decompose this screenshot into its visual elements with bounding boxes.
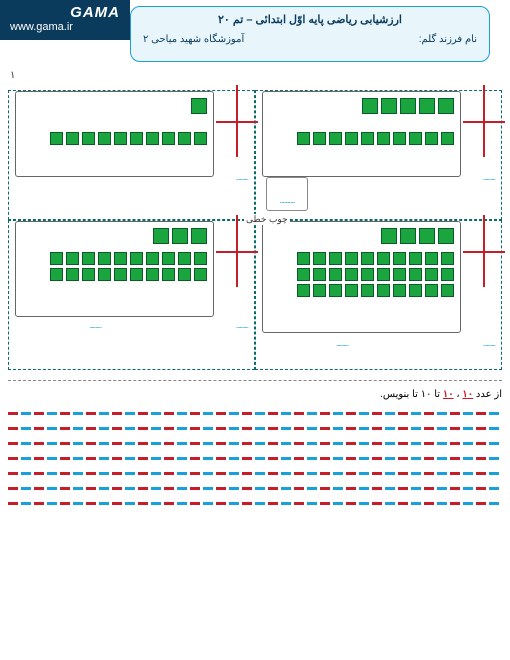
tens-row: [269, 284, 454, 297]
addition-cross-icon: [463, 85, 505, 163]
school-label: آموزشگاه شهید میاحی ۲: [143, 34, 244, 45]
logo-text: GAMA: [10, 4, 120, 21]
name-label: نام فرزند گلم:: [419, 34, 477, 45]
addition-cross-icon: [216, 85, 258, 163]
quadrant-top-left: .......... ..........: [255, 90, 502, 220]
answer-blank[interactable]: ..........: [236, 173, 248, 182]
count-panel: [15, 91, 214, 177]
write-line[interactable]: [8, 442, 502, 445]
tens-row: [22, 252, 207, 265]
write-line[interactable]: [8, 472, 502, 475]
instr-suffix: تا ۱۰ تا بنویس.: [380, 389, 440, 400]
title-box: ارزشیابی ریاضی پایه اوّل ابتدائی – تم ۲۰…: [130, 6, 490, 62]
loose-row: [269, 228, 454, 244]
answer-blank[interactable]: ..........: [483, 339, 495, 348]
page-number: ۱: [10, 70, 15, 81]
worksheet-page: GAMA www.gama.ir ارزشیابی ریاضی پایه اوّ…: [0, 0, 510, 660]
write-line[interactable]: [8, 487, 502, 490]
part2: از عدد ۱۰ ، ۱۰ تا ۱۰ تا بنویس.: [8, 389, 502, 505]
answer-blank[interactable]: ..........: [483, 173, 495, 182]
loose-row: [22, 228, 207, 244]
count-panel: [262, 91, 461, 177]
instr-step: ۱۰: [443, 389, 454, 400]
center-label: چوب خطی: [244, 214, 290, 225]
addition-cross-icon: [463, 215, 505, 293]
answer-blank[interactable]: ..........: [336, 339, 348, 348]
header: GAMA www.gama.ir ارزشیابی ریاضی پایه اوّ…: [0, 0, 510, 75]
quadrant-bottom-left: .......... ..........: [255, 220, 502, 370]
tens-row: [22, 268, 207, 281]
count-panel: [15, 221, 214, 317]
addition-cross-icon: [216, 215, 258, 293]
answer-blank[interactable]: ..........: [89, 321, 101, 330]
tens-row: [22, 132, 207, 145]
brand-logo: GAMA www.gama.ir: [0, 0, 130, 40]
counting-grid: .......... .......... ..........: [8, 90, 502, 370]
tens-row: [269, 268, 454, 281]
loose-row: [269, 98, 454, 114]
instr-start: ۱۰: [462, 389, 473, 400]
answer-box[interactable]: ..........: [266, 177, 308, 211]
write-line[interactable]: [8, 457, 502, 460]
instruction: از عدد ۱۰ ، ۱۰ تا ۱۰ تا بنویس.: [8, 389, 502, 400]
write-line[interactable]: [8, 502, 502, 505]
subtitle-row: نام فرزند گلم: آموزشگاه شهید میاحی ۲: [143, 34, 477, 45]
count-panel: [262, 221, 461, 333]
tens-row: [269, 132, 454, 145]
answer-blank[interactable]: ..........: [236, 321, 248, 330]
write-line[interactable]: [8, 427, 502, 430]
quadrant-top-right: ..........: [8, 90, 255, 220]
instr-prefix: از عدد: [473, 389, 502, 400]
write-line[interactable]: [8, 412, 502, 415]
logo-url: www.gama.ir: [10, 21, 120, 33]
instr-mid: ،: [454, 389, 460, 400]
content-area: .......... .......... ..........: [8, 90, 502, 517]
quadrant-bottom-right: .......... ..........: [8, 220, 255, 370]
worksheet-title: ارزشیابی ریاضی پایه اوّل ابتدائی – تم ۲۰: [143, 13, 477, 26]
loose-row: [22, 98, 207, 114]
tens-row: [269, 252, 454, 265]
